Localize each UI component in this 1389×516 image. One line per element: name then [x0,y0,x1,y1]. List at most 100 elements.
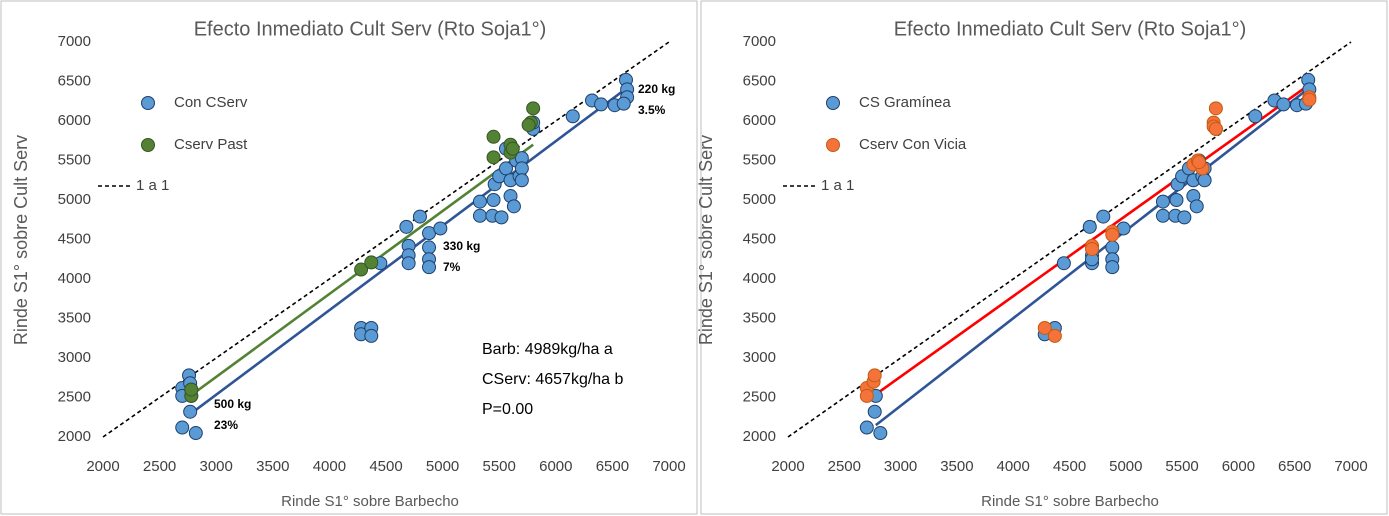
legend-label: 1 a 1 [821,177,854,194]
point [514,161,529,176]
point [354,262,369,277]
y-tick-label: 2000 [58,428,91,445]
point [594,97,609,112]
y-tick-label: 7000 [58,33,91,50]
x-tick-label: 7000 [1334,458,1367,475]
point [1155,208,1170,223]
point [399,219,414,234]
legend-marker [826,96,840,110]
y-tick-label: 4000 [58,270,91,287]
y-tick-label: 6500 [743,72,776,89]
x-tick-label: 6500 [596,458,629,475]
point [514,173,529,188]
point [175,420,190,435]
annotation: 3.5% [638,103,666,117]
point [505,141,520,156]
y-axis-label: Rinde S1° sobre Cult Serv [11,135,31,345]
point [412,209,427,224]
point [472,208,487,223]
point [401,256,416,271]
x-tick-label: 2500 [143,458,176,475]
point [364,255,379,270]
point [494,210,509,225]
chart-title: Efecto Inmediato Cult Serv (Rto Soja1°) [894,18,1247,40]
legend-marker [141,138,155,152]
legend-label: Cserv Past [174,136,248,153]
point [364,328,379,343]
y-tick-label: 6000 [58,112,91,129]
x-tick-label: 2500 [828,458,861,475]
y-axis-label: Rinde S1° sobre Cult Serv [696,135,716,345]
annotation: 330 kg [443,239,480,253]
x-tick-label: 3500 [940,458,973,475]
x-tick-label: 5500 [1165,458,1198,475]
x-tick-label: 4000 [313,458,346,475]
y-tick-label: 6500 [58,72,91,89]
point [1037,320,1052,335]
point [422,240,437,255]
point [1096,209,1111,224]
point [565,109,580,124]
x-axis-label: Rinde S1° sobre Barbecho [281,493,459,510]
annotation: 220 kg [638,82,675,96]
y-tick-label: 2500 [743,388,776,405]
legend-label: 1 a 1 [136,177,169,194]
point [422,260,437,275]
point [859,420,874,435]
x-tick-label: 4500 [1053,458,1086,475]
y-tick-label: 5000 [743,191,776,208]
y-tick-label: 2500 [58,388,91,405]
point [486,193,501,207]
point [1208,121,1223,136]
annotation: Barb: 4989kg/ha a [482,341,613,358]
point [1155,194,1170,209]
point [867,404,882,419]
point [859,388,874,403]
annotation: 7% [443,260,461,274]
legend-marker [826,138,840,152]
legend-marker [141,96,155,110]
point [521,117,536,132]
point [1105,227,1120,242]
point [188,426,203,441]
point [498,161,513,176]
point [1169,193,1184,207]
x-tick-label: 6000 [539,458,572,475]
y-tick-label: 2000 [743,428,776,445]
point [1248,109,1263,124]
y-tick-label: 3500 [743,309,776,326]
y-tick-label: 7000 [743,33,776,50]
point [472,194,487,209]
panel-frame [0,0,698,515]
point [1302,92,1317,107]
y-tick-label: 4500 [58,230,91,247]
point [1177,210,1192,225]
x-tick-label: 7000 [652,458,685,475]
y-tick-label: 5500 [58,151,91,168]
point [184,382,199,397]
x-tick-label: 4000 [997,458,1030,475]
x-tick-label: 4500 [369,458,402,475]
legend-label: Con CServ [174,94,248,111]
x-axis-label: Rinde S1° sobre Barbecho [981,493,1159,510]
point [1208,101,1223,116]
x-tick-label: 5000 [1109,458,1142,475]
legend-label: CS Gramínea [859,94,951,111]
x-tick-label: 5000 [426,458,459,475]
x-tick-label: 3000 [884,458,917,475]
point [506,199,521,214]
point [1105,240,1120,255]
annotation: 500 kg [214,397,251,411]
point [486,150,501,165]
y-tick-label: 5500 [743,151,776,168]
point [1085,241,1100,256]
point [1047,328,1062,343]
point [867,368,882,383]
x-tick-label: 2000 [86,458,119,475]
point [1197,173,1212,188]
annotation: CServ: 4657kg/ha b [482,371,624,388]
y-tick-label: 4500 [743,230,776,247]
point [1105,260,1120,275]
point [526,101,541,116]
